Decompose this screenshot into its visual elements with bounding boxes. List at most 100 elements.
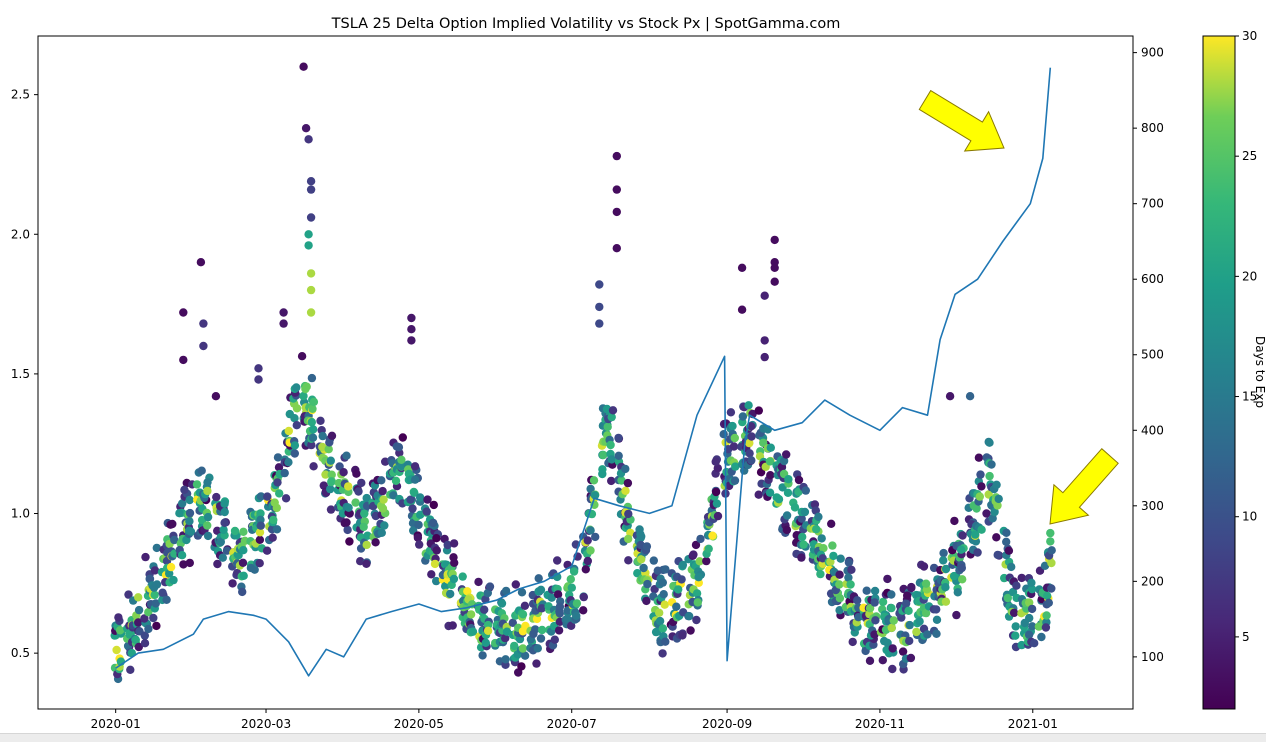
iv-point (985, 471, 994, 481)
iv-point (536, 585, 546, 594)
iv-point (888, 644, 897, 653)
iv-point (427, 570, 436, 579)
iv-point (150, 590, 159, 600)
iv-point (391, 476, 401, 485)
iv-point (655, 608, 664, 617)
iv-point (870, 630, 879, 639)
iv-point (612, 244, 621, 253)
iv-point (280, 468, 289, 478)
iv-point (362, 540, 371, 550)
iv-point (326, 456, 335, 465)
iv-point (958, 575, 967, 584)
iv-point (216, 537, 225, 547)
iv-point (518, 610, 528, 619)
iv-point (149, 613, 158, 623)
iv-point (817, 534, 826, 543)
iv-point (887, 590, 896, 599)
iv-point (362, 493, 371, 503)
iv-point (150, 566, 160, 575)
iv-point (567, 621, 576, 630)
iv-point (941, 583, 950, 592)
iv-point (319, 481, 328, 490)
iv-point (169, 575, 178, 585)
iv-point (250, 565, 259, 574)
right-tick-label: 500 (1141, 348, 1164, 362)
iv-point (693, 598, 702, 607)
iv-point (534, 574, 543, 583)
iv-point (269, 515, 278, 525)
iv-point (992, 533, 1001, 542)
iv-point (591, 532, 600, 542)
iv-point (449, 539, 459, 548)
iv-point (290, 414, 299, 423)
iv-point (765, 488, 775, 497)
iv-point (537, 604, 547, 613)
iv-point (994, 494, 1003, 504)
iv-point (272, 525, 282, 534)
iv-point (649, 556, 658, 565)
iv-point (463, 587, 472, 596)
iv-point (612, 185, 621, 194)
iv-point (987, 460, 996, 469)
iv-point (883, 638, 892, 648)
iv-point (607, 455, 616, 464)
iv-point (511, 580, 520, 589)
iv-point (443, 540, 452, 550)
iv-point (949, 571, 959, 581)
iv-point (637, 555, 646, 564)
iv-point (371, 538, 380, 547)
iv-point (321, 470, 330, 479)
iv-point (797, 514, 806, 523)
iv-point (624, 509, 633, 519)
iv-point (639, 563, 648, 573)
iv-point (797, 553, 806, 562)
iv-point (397, 461, 406, 471)
colorbar-tick-label: 30 (1242, 29, 1257, 43)
iv-point (239, 571, 248, 580)
iv-point (691, 540, 701, 550)
iv-point (448, 621, 457, 630)
iv-point (481, 595, 490, 604)
iv-point (595, 302, 604, 312)
iv-point (140, 639, 150, 648)
iv-point (747, 456, 756, 465)
iv-point (228, 579, 237, 588)
iv-point (708, 531, 717, 540)
iv-point (1044, 598, 1054, 607)
right-tick-label: 100 (1141, 650, 1164, 664)
iv-point (957, 563, 966, 573)
iv-point (782, 511, 792, 520)
iv-point (254, 364, 263, 373)
iv-point (883, 574, 892, 584)
iv-point (254, 375, 263, 384)
iv-point (413, 533, 423, 542)
iv-point (185, 508, 195, 518)
iv-point (179, 560, 188, 569)
iv-point (238, 558, 248, 567)
iv-point (907, 583, 916, 593)
iv-point (483, 626, 493, 635)
iv-point (344, 482, 353, 491)
iv-point (151, 599, 160, 608)
iv-point (583, 536, 592, 545)
iv-point (744, 401, 753, 410)
iv-point (152, 543, 161, 553)
iv-point (326, 484, 335, 494)
right-tick-label: 600 (1141, 272, 1164, 286)
iv-point (712, 499, 722, 508)
iv-point (747, 432, 756, 441)
iv-point (230, 526, 240, 536)
iv-point (572, 611, 581, 620)
iv-point (377, 476, 386, 485)
iv-point (921, 579, 931, 588)
iv-point (730, 476, 740, 485)
iv-point (422, 507, 431, 516)
iv-point (1047, 558, 1056, 568)
iv-point (988, 514, 997, 523)
iv-point (352, 469, 361, 478)
iv-point (238, 587, 247, 597)
iv-point (553, 590, 563, 599)
iv-point (603, 422, 612, 432)
iv-point (905, 636, 914, 646)
iv-point (309, 462, 318, 471)
